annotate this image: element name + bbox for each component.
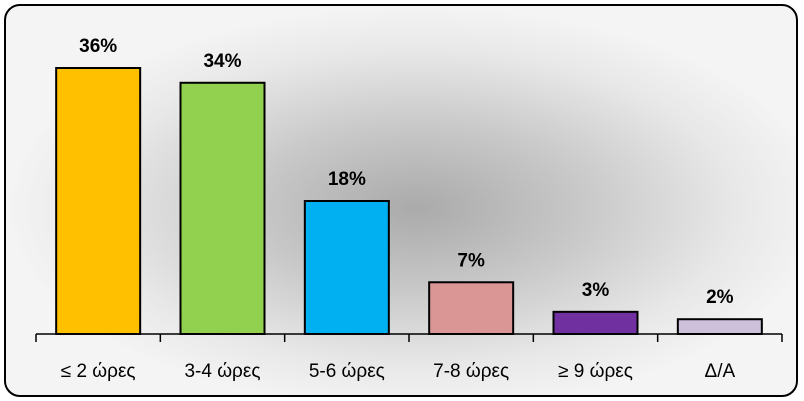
bar	[179, 81, 266, 336]
data-label: 18%	[328, 169, 366, 190]
category-label: ≥ 9 ώρες	[558, 361, 633, 382]
category-label: ≤ 2 ώρες	[61, 361, 136, 382]
category-label: Δ/Α	[705, 361, 736, 382]
data-labels-layer: 36% 34% 18% 7% 3% 2%	[79, 36, 734, 308]
chart-frame: 36% 34% 18% 7% 3% 2% ≤ 2 ώρες 3-4 ώρες 5-6 ώρες…	[4, 4, 798, 397]
data-label: 36%	[79, 36, 117, 57]
category-label: 5-6 ώρες	[309, 361, 385, 382]
data-label: 34%	[203, 51, 241, 72]
category-label: 3-4 ώρες	[184, 361, 260, 382]
x-axis-ticks	[35, 334, 783, 342]
bar	[303, 200, 390, 335]
category-label: 7-8 ώρες	[433, 361, 509, 382]
bar	[428, 281, 515, 335]
bar	[676, 318, 763, 336]
data-label: 2%	[706, 287, 734, 308]
data-label: 7%	[457, 250, 485, 271]
x-axis-labels: ≤ 2 ώρες 3-4 ώρες 5-6 ώρες 7-8 ώρες ≥ 9 ώρες…	[61, 361, 736, 382]
bar	[552, 310, 639, 336]
bar	[55, 67, 142, 335]
data-label: 3%	[582, 280, 610, 301]
bar-chart: 36% 34% 18% 7% 3% 2% ≤ 2 ώρες 3-4 ώρες 5-6 ώρες…	[35, 36, 783, 382]
bars-layer	[55, 67, 763, 336]
